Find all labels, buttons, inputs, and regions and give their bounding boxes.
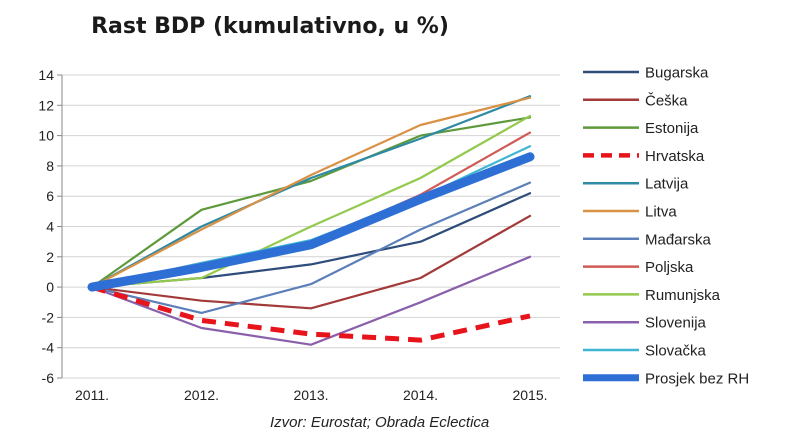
- y-tick-label: 12: [38, 97, 54, 113]
- x-axis-ticks: 2011. 2012. 2013. 2014. 2015.: [75, 387, 548, 403]
- legend-label: Hrvatska: [645, 148, 705, 165]
- series-line-slovačka: [90, 145, 532, 289]
- legend-label: Bugarska: [645, 65, 709, 82]
- x-tick-label: 2011.: [75, 387, 109, 403]
- series-lines: [87, 95, 535, 346]
- gridlines: [62, 74, 560, 379]
- y-tick-label: 2: [46, 249, 54, 265]
- axes: [57, 74, 63, 379]
- y-tick-label: -4: [42, 340, 55, 356]
- legend-label: Rumunjska: [645, 287, 721, 304]
- series-line-estonija: [90, 116, 532, 289]
- series-line-rumunjska: [90, 114, 532, 289]
- y-tick-label: -6: [42, 370, 55, 386]
- y-tick-label: -2: [42, 309, 55, 325]
- x-tick-label: 2013.: [293, 387, 328, 403]
- y-tick-label: 10: [38, 128, 54, 144]
- legend: Bugarska Češka Estonija Hrvatska Latvija Litv…: [583, 65, 749, 387]
- y-tick-label: 8: [46, 158, 54, 174]
- y-tick-label: 0: [46, 279, 54, 295]
- series-line-latvija: [90, 95, 532, 289]
- y-tick-label: 14: [38, 67, 54, 83]
- x-tick-label: 2015.: [512, 387, 547, 403]
- legend-label: Latvija: [645, 176, 689, 193]
- legend-label: Slovenija: [645, 315, 707, 332]
- legend-label: Prosjek bez RH: [645, 370, 749, 387]
- y-tick-label: 4: [46, 219, 54, 235]
- chart-source-note: Izvor: Eurostat; Obrada Eclectica: [270, 414, 490, 431]
- legend-label: Mađarska: [645, 231, 712, 248]
- legend-label: Poljska: [645, 259, 694, 276]
- legend-label: Estonija: [645, 120, 699, 137]
- legend-label: Litva: [645, 204, 677, 221]
- series-line-mađarska: [90, 181, 532, 314]
- series-line-prosjek-bez-rh: [87, 152, 535, 292]
- y-axis-ticks: -6 -4 -2 0 2 4 6 8 10 12 14: [38, 67, 54, 386]
- series-line-hrvatska: [91, 284, 531, 343]
- series-line-slovenija: [90, 255, 532, 346]
- x-tick-label: 2014.: [403, 387, 438, 403]
- legend-label: Češka: [645, 92, 688, 109]
- chart-title: Rast BDP (kumulativno, u %): [91, 14, 449, 39]
- series-line-češka: [90, 214, 532, 310]
- series-line-litva: [90, 96, 532, 289]
- y-tick-label: 6: [46, 188, 54, 204]
- legend-label: Slovačka: [645, 343, 707, 360]
- x-tick-label: 2012.: [184, 387, 219, 403]
